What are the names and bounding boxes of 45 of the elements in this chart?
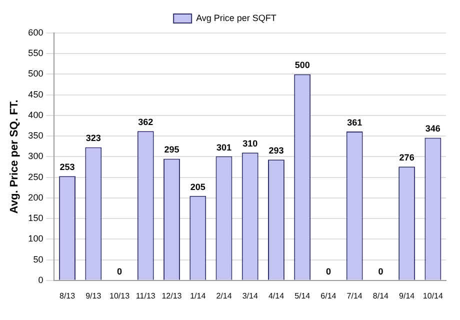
x-tick-label: 10/14 <box>422 291 444 300</box>
y-tick-label: 150 <box>28 213 44 224</box>
data-label: 0 <box>117 266 122 276</box>
y-tick-label: 400 <box>28 110 44 120</box>
y-tick-label: 200 <box>28 192 44 202</box>
data-label: 362 <box>138 117 154 128</box>
data-label: 276 <box>399 152 414 163</box>
x-tick-label: 3/14 <box>242 291 258 300</box>
y-tick-label: 450 <box>28 89 44 100</box>
data-label: 310 <box>242 138 258 149</box>
data-label: 253 <box>60 162 75 172</box>
legend-label: Avg Price per SQFT <box>196 12 277 23</box>
data-label: 500 <box>294 60 310 70</box>
data-label: 346 <box>425 124 440 134</box>
x-tick-label: 4/14 <box>268 291 285 300</box>
x-tick-label: 11/13 <box>136 291 156 300</box>
data-label: 205 <box>190 182 206 192</box>
data-label: 0 <box>378 266 384 276</box>
y-tick-label: 600 <box>28 27 44 38</box>
y-tick-label: 550 <box>28 48 44 58</box>
data-label: 0 <box>326 266 331 276</box>
x-tick-label: 8/13 <box>59 291 76 300</box>
y-tick-label: 250 <box>28 172 44 182</box>
x-tick-label: 9/13 <box>86 291 102 300</box>
y-axis-title: Avg. Price per SQ. FT. <box>8 100 21 214</box>
y-tick-label: 350 <box>28 130 44 141</box>
y-tick-label: 50 <box>33 254 44 264</box>
x-tick-label: 1/14 <box>190 291 206 300</box>
x-tick-label: 5/14 <box>294 291 311 300</box>
x-tick-label: 2/14 <box>216 291 232 300</box>
x-tick-label: 7/14 <box>346 291 363 300</box>
y-tick-label: 300 <box>28 151 44 162</box>
y-tick-label: 0 <box>38 274 44 285</box>
data-label: 361 <box>347 118 362 128</box>
x-tick-label: 12/13 <box>162 291 182 300</box>
data-label: 295 <box>164 144 180 155</box>
x-tick-label: 9/14 <box>399 291 416 300</box>
data-label: 301 <box>216 142 232 152</box>
x-tick-label: 8/14 <box>372 291 390 300</box>
data-label: 293 <box>268 146 284 156</box>
data-label: 323 <box>86 133 101 144</box>
y-tick-label: 500 <box>28 68 44 79</box>
y-tick-label: 100 <box>28 234 44 244</box>
x-tick-label: 10/13 <box>110 291 130 300</box>
x-tick-label: 6/14 <box>320 291 337 300</box>
